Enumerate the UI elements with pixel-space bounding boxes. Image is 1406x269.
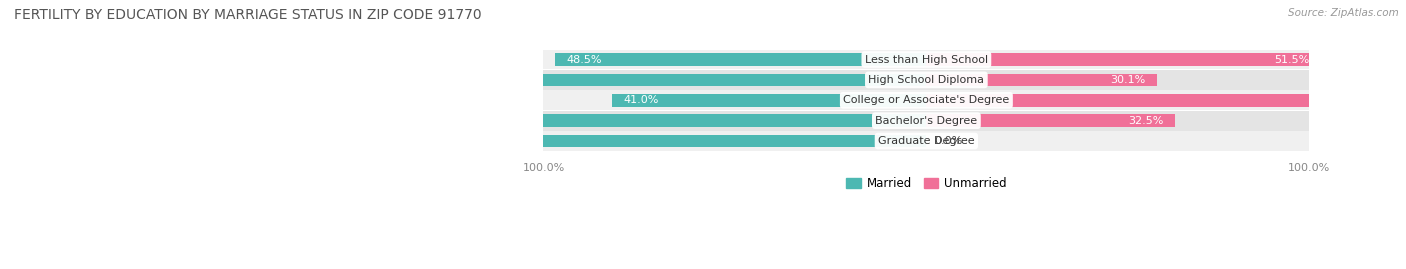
- Text: 48.5%: 48.5%: [567, 55, 602, 65]
- Text: 59.0%: 59.0%: [1331, 95, 1367, 105]
- Text: 30.1%: 30.1%: [1111, 75, 1146, 85]
- Text: 41.0%: 41.0%: [624, 95, 659, 105]
- Bar: [391, 73, 927, 86]
- Text: 32.5%: 32.5%: [1129, 116, 1164, 126]
- Bar: [544, 49, 1309, 69]
- Text: Graduate Degree: Graduate Degree: [879, 136, 974, 146]
- Text: 51.5%: 51.5%: [1274, 55, 1309, 65]
- Bar: [927, 73, 1157, 86]
- Text: College or Associate's Degree: College or Associate's Degree: [844, 95, 1010, 105]
- Bar: [409, 114, 927, 127]
- Text: 69.9%: 69.9%: [402, 75, 439, 85]
- Bar: [927, 53, 1320, 66]
- Bar: [160, 135, 927, 147]
- Text: FERTILITY BY EDUCATION BY MARRIAGE STATUS IN ZIP CODE 91770: FERTILITY BY EDUCATION BY MARRIAGE STATU…: [14, 8, 482, 22]
- Bar: [927, 94, 1378, 107]
- Bar: [613, 94, 927, 107]
- Legend: Married, Unmarried: Married, Unmarried: [842, 173, 1011, 195]
- Bar: [555, 53, 927, 66]
- Bar: [927, 114, 1175, 127]
- Text: 67.5%: 67.5%: [420, 116, 457, 126]
- Bar: [544, 90, 1309, 110]
- Text: 100.0%: 100.0%: [172, 136, 214, 146]
- Bar: [544, 111, 1309, 131]
- Bar: [544, 70, 1309, 90]
- Text: Less than High School: Less than High School: [865, 55, 988, 65]
- Text: 0.0%: 0.0%: [934, 136, 962, 146]
- Text: Bachelor's Degree: Bachelor's Degree: [876, 116, 977, 126]
- Text: Source: ZipAtlas.com: Source: ZipAtlas.com: [1288, 8, 1399, 18]
- Bar: [544, 131, 1309, 151]
- Text: High School Diploma: High School Diploma: [869, 75, 984, 85]
